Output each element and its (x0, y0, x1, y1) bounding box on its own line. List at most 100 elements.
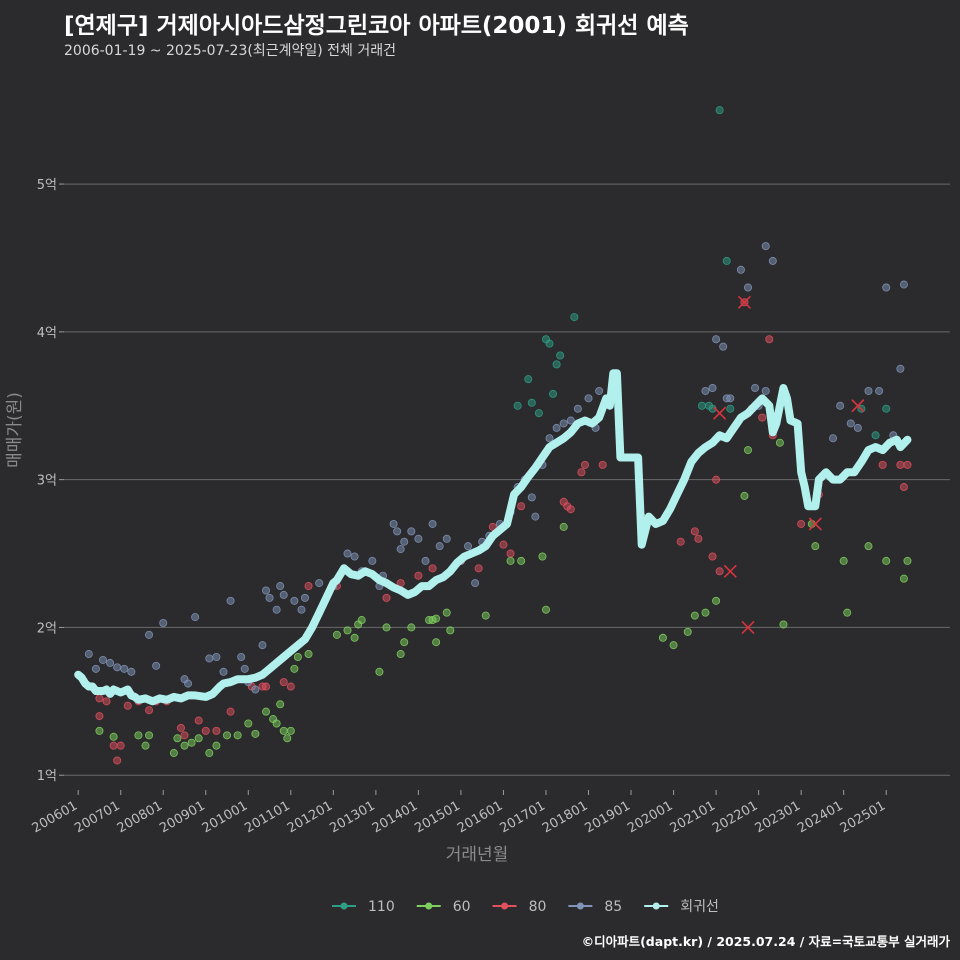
data-point-80 (899, 483, 908, 492)
data-point-85 (743, 283, 752, 292)
data-point-85 (368, 556, 377, 565)
data-point-60 (290, 664, 299, 673)
x-tick-label: 200701 (72, 798, 122, 836)
x-tick-label: 202501 (838, 798, 888, 836)
data-point-60 (396, 650, 405, 659)
data-point-110 (545, 339, 554, 348)
data-point-85 (407, 527, 416, 536)
data-point-60 (276, 700, 285, 709)
data-point-80 (304, 582, 313, 591)
data-point-60 (541, 605, 550, 614)
cancelled-marker (737, 295, 752, 309)
legend-label: 60 (453, 899, 471, 915)
data-point-85 (262, 586, 271, 595)
data-point-85 (237, 652, 246, 661)
data-point-60 (343, 626, 352, 635)
y-tick-label: 3억 (37, 474, 57, 489)
data-point-80 (577, 468, 586, 477)
y-tick-label: 4억 (37, 326, 57, 341)
x-tick-label: 201401 (370, 798, 420, 836)
data-point-60 (262, 707, 271, 716)
data-point-80 (488, 522, 497, 531)
data-point-60 (212, 741, 221, 750)
x-tick-label: 201001 (200, 798, 250, 836)
data-point-110 (715, 106, 724, 115)
grid-lines (64, 183, 950, 776)
data-point-60 (187, 738, 196, 747)
data-point-80 (201, 726, 210, 735)
data-point-80 (286, 682, 295, 691)
data-point-80 (145, 706, 154, 715)
data-point-85 (726, 394, 735, 403)
data-point-60 (432, 614, 441, 623)
data-point-60 (432, 638, 441, 647)
x-tick-label: 200601 (30, 798, 80, 836)
data-point-80 (116, 741, 125, 750)
page-subtitle: 2006-01-19 ~ 2025-07-23(최근계약일) 전체 거래건 (64, 43, 396, 59)
data-point-80 (708, 552, 717, 561)
data-point-85 (736, 265, 745, 274)
data-point-60 (740, 491, 749, 500)
data-point-85 (853, 423, 862, 432)
data-point-85 (219, 667, 228, 676)
data-point-80 (414, 571, 423, 580)
data-point-110 (524, 375, 533, 384)
data-point-60 (658, 633, 667, 642)
data-point-85 (350, 552, 359, 561)
data-point-80 (382, 593, 391, 602)
data-point-85 (300, 593, 309, 602)
data-point-110 (549, 389, 558, 398)
data-point-85 (251, 685, 260, 694)
data-point-85 (761, 386, 770, 395)
data-point-80 (262, 682, 271, 691)
data-point-110 (697, 401, 706, 410)
data-point-85 (442, 534, 451, 543)
data-point-60 (205, 749, 214, 758)
data-point-60 (669, 641, 678, 650)
data-point-85 (98, 655, 107, 664)
data-point-80 (102, 697, 111, 706)
data-point-80 (758, 413, 767, 422)
data-point-80 (676, 537, 685, 546)
data-point-60 (843, 608, 852, 617)
data-point-85 (559, 419, 568, 428)
y-tick-label: 1억 (37, 769, 57, 784)
data-point-60 (400, 638, 409, 647)
data-point-110 (570, 313, 579, 322)
legend-label: 80 (529, 899, 547, 915)
data-point-60 (145, 731, 154, 740)
legend-item-110: 110 (332, 899, 395, 915)
x-tick-label: 200801 (115, 798, 165, 836)
data-point-60 (899, 574, 908, 583)
data-point-85 (106, 658, 115, 667)
data-point-85 (428, 519, 437, 528)
x-tick-label: 201201 (285, 798, 335, 836)
data-point-85 (84, 650, 93, 659)
data-point-80 (109, 741, 118, 750)
data-point-80 (474, 564, 483, 573)
data-point-80 (176, 723, 185, 732)
data-point-60 (903, 556, 912, 565)
data-point-80 (903, 460, 912, 469)
data-point-80 (194, 716, 203, 725)
data-point-85 (389, 519, 398, 528)
cancelled-markers (713, 295, 865, 634)
data-point-80 (95, 694, 104, 703)
data-point-80 (279, 678, 288, 687)
data-point-80 (428, 564, 437, 573)
data-point-85 (212, 652, 221, 661)
data-point-85 (899, 280, 908, 289)
data-point-80 (517, 502, 526, 511)
data-point-85 (719, 342, 728, 351)
data-point-60 (109, 732, 118, 741)
data-point-85 (272, 605, 281, 614)
x-tick-label: 202301 (753, 798, 803, 836)
data-point-80 (566, 505, 575, 514)
data-point-60 (506, 556, 515, 565)
data-point-60 (538, 552, 547, 561)
data-point-60 (375, 667, 384, 676)
data-point-85 (258, 641, 267, 650)
data-point-60 (286, 726, 295, 735)
legend-item-60: 60 (416, 899, 471, 915)
data-point-85 (191, 613, 200, 622)
